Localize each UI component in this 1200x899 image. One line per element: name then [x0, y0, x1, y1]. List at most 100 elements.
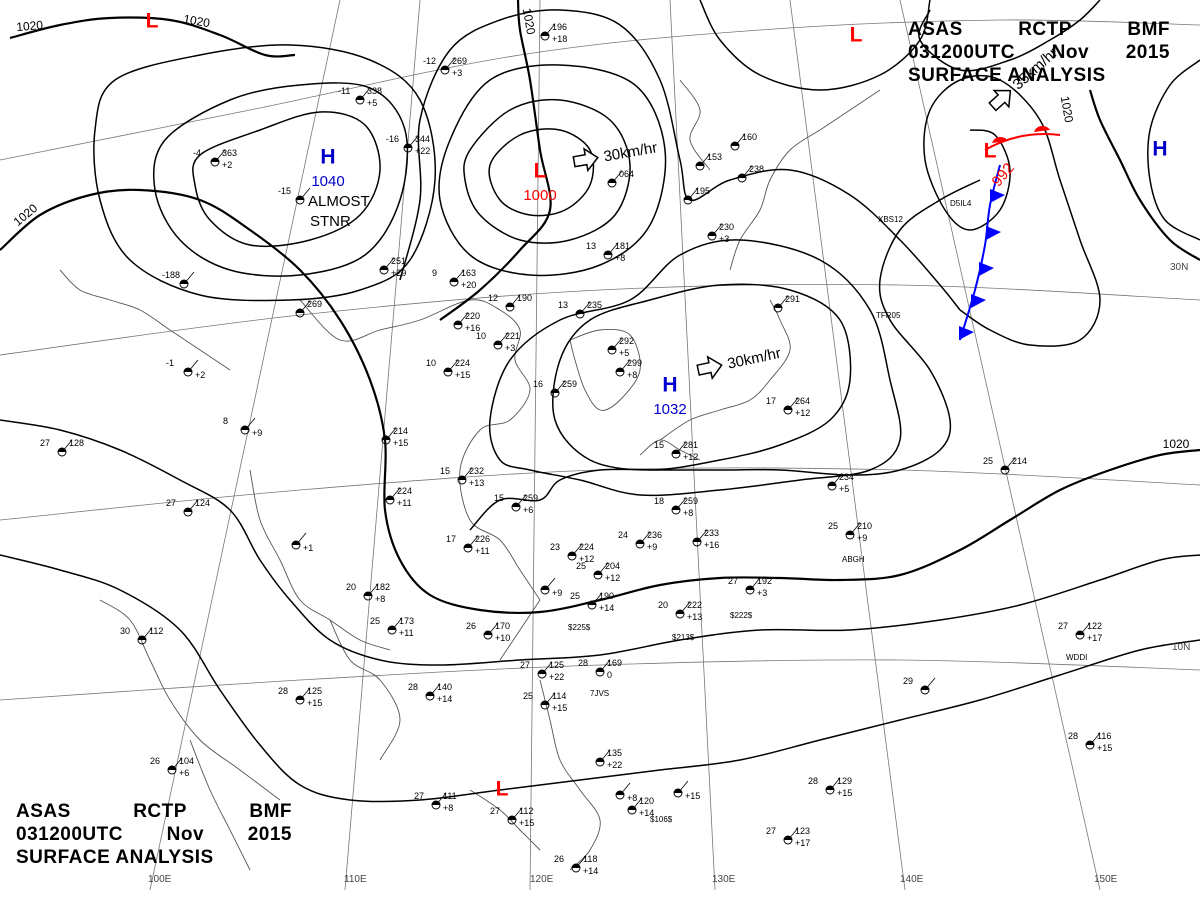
station-plot-0: -11 338 +5	[338, 86, 382, 108]
isobar-14	[469, 179, 981, 531]
station-pressure: 224	[579, 542, 594, 552]
wind-barb-icon	[359, 87, 371, 101]
wind-barb-icon	[497, 332, 509, 346]
wind-barb-icon	[299, 187, 311, 201]
station-tendency: +2	[195, 370, 205, 380]
station-plot-52: 27 192 +3	[728, 576, 772, 598]
wind-barb-icon	[675, 441, 687, 455]
coastline-13	[99, 599, 281, 801]
wind-barb-icon	[141, 627, 153, 641]
station-tendency: +11	[399, 628, 414, 638]
station-pressure: 192	[757, 576, 772, 586]
note-stnr: STNR	[310, 213, 351, 230]
station-temp: 27	[728, 576, 738, 586]
coastline-8	[819, 89, 881, 131]
station-plot-48: 26 170 +10	[466, 621, 510, 643]
wind-barb-icon	[467, 535, 479, 549]
high-symbol: H	[1152, 138, 1167, 161]
station-pressure: 195	[695, 186, 710, 196]
station-plot-57: 27 125 +22	[520, 660, 564, 682]
wind-barb-icon	[1079, 622, 1091, 636]
station-plot-21: 291	[773, 294, 800, 313]
lon-label-4: 140E	[900, 874, 924, 885]
station-temp: -12	[423, 56, 436, 66]
station-tendency: +15	[837, 788, 852, 798]
station-temp: 28	[278, 686, 288, 696]
fronts	[959, 125, 1061, 341]
station-pressure: 230	[719, 222, 734, 232]
station-pressure: 129	[837, 776, 852, 786]
wind-barb-icon	[383, 257, 395, 271]
station-plot-64: 28 129 +15	[808, 776, 852, 798]
high-center-1: H 1040	[311, 146, 344, 190]
station-plot-30: 15 281 +12	[654, 440, 698, 462]
station-tendency: +14	[639, 808, 654, 818]
center-pressure: 1032	[653, 401, 686, 418]
station-plot-13: 251+29	[379, 256, 406, 278]
station-plot-62: 26 104 +6	[150, 756, 194, 778]
lat-label-0: 30N	[1170, 262, 1188, 273]
station-plot-43: 27 128	[40, 438, 84, 457]
isobar-10	[399, 9, 961, 311]
lon-label-3: 130E	[712, 874, 736, 885]
station-pressure: 259	[562, 379, 577, 389]
station-tendency: +12	[579, 554, 594, 564]
station-tendency: +12	[795, 408, 810, 418]
station-pressure: 292	[619, 336, 634, 346]
station-pressure: 112	[519, 806, 533, 816]
station-pressure: 220	[465, 311, 480, 321]
station-tendency: +2	[222, 160, 232, 170]
footer-code-3: BMF	[249, 801, 292, 822]
wind-barb-icon	[544, 23, 556, 37]
lon-label-0: 100E	[148, 874, 172, 885]
coastline-2	[249, 469, 391, 651]
wind-barb-icon	[509, 294, 521, 308]
station-temp: 29	[903, 676, 913, 686]
wind-barb-icon	[696, 529, 708, 543]
station-pressure: 140	[437, 682, 452, 692]
station-temp: 25	[576, 561, 586, 571]
warm-front-semicircle-1	[1034, 125, 1050, 132]
isobar-19	[699, 0, 931, 91]
station-pressure: 264	[795, 396, 810, 406]
station-pressure: 125	[307, 686, 322, 696]
wind-barb-icon	[607, 242, 619, 256]
footer-year: 2015	[247, 824, 292, 845]
station-plot-35: 24 236 +9	[618, 530, 662, 552]
latitude-line-3	[0, 659, 1200, 701]
station-plot-40: 234+5	[827, 472, 854, 494]
station-code-3: ABGH	[842, 555, 865, 564]
station-plot-63: 135+22	[595, 748, 622, 770]
header-line2: 031200UTC Nov 2015	[908, 41, 1170, 64]
latitude-line-0	[0, 19, 1200, 161]
low-center-7: L	[496, 778, 509, 801]
station-plot-41: 25 210 +9	[828, 521, 872, 543]
station-temp: 18	[654, 496, 664, 506]
station-temp: 28	[408, 682, 418, 692]
station-pressure: 232	[469, 466, 484, 476]
station-temp: -1	[166, 358, 174, 368]
station-temp: 15	[494, 493, 504, 503]
station-code-4: WDDI	[1066, 653, 1087, 662]
center-pressure: 1000	[523, 187, 556, 204]
header-time: 031200UTC	[908, 42, 1015, 63]
longitude-line-0	[149, 0, 341, 891]
station-tendency: +8	[375, 594, 385, 604]
station-pressure: 204	[605, 561, 620, 571]
station-temp: -15	[278, 186, 291, 196]
station-plot-28: 16 259	[533, 379, 577, 398]
station-plot-7: 153	[695, 152, 722, 171]
wind-barb-icon	[544, 577, 556, 591]
station-tendency: +6	[523, 505, 533, 515]
lat-label-1: 10N	[1172, 642, 1190, 653]
station-pressure: 344	[415, 134, 430, 144]
station-tendency: +22	[607, 760, 622, 770]
station-plot-59: 25 114 +15	[523, 691, 567, 713]
wind-barb-icon	[515, 494, 527, 508]
station-temp: 30	[120, 626, 130, 636]
station-plot-68: +15	[673, 780, 700, 801]
wind-barb-icon	[579, 301, 591, 315]
warm-front-semicircle-0	[992, 136, 1008, 143]
station-temp: -4	[193, 148, 201, 158]
station-plot-50: 25 190 +14	[570, 591, 614, 613]
